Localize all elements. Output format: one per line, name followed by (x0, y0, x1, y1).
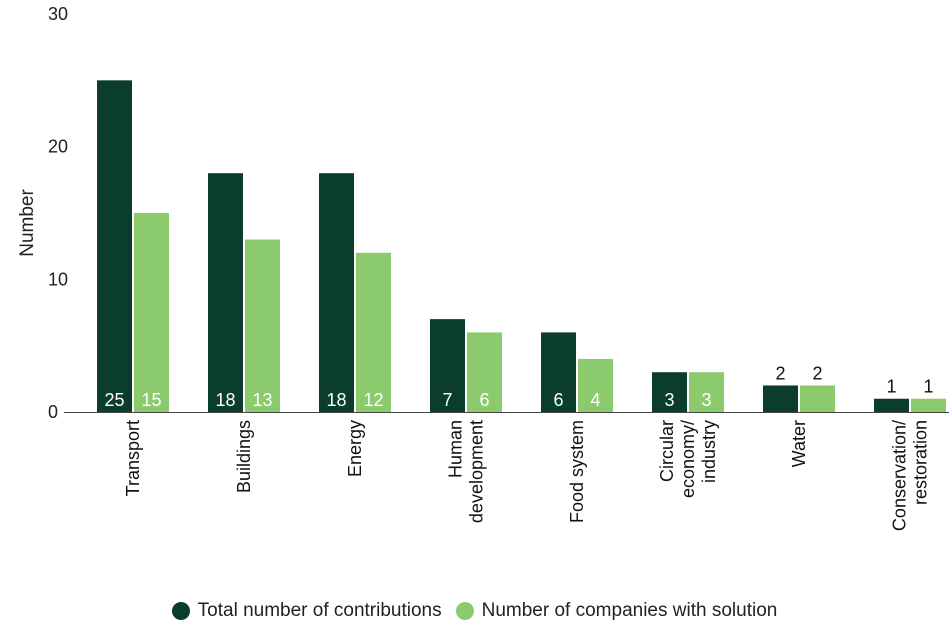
bar (652, 372, 687, 412)
bar-value-label: 1 (923, 377, 933, 397)
x-category-label-line: Energy (345, 420, 365, 477)
bar (208, 173, 243, 412)
x-category-label: Energy (345, 420, 365, 477)
bar-value-label: 6 (553, 390, 563, 410)
bar-value-label: 7 (442, 390, 452, 410)
y-axis-ticks: 0 10 20 30 (48, 4, 68, 422)
x-category-label-line: Circular (657, 420, 677, 482)
bar-value-label: 3 (664, 390, 674, 410)
legend-label-companies: Number of companies with solution (481, 600, 778, 621)
legend-swatch-companies (455, 602, 474, 620)
bar-value-label: 18 (326, 390, 346, 410)
y-tick-label: 0 (48, 402, 58, 422)
legend-label-total: Total number of contributions (197, 600, 442, 621)
y-tick-label: 30 (48, 4, 68, 24)
x-category-label: Buildings (234, 420, 254, 493)
bar-value-label: 2 (812, 363, 822, 383)
x-category-label: Water (789, 420, 809, 467)
bar (97, 80, 132, 412)
y-axis-title: Number (17, 189, 38, 257)
bar-value-label: 18 (215, 390, 235, 410)
x-category-label-line: Conservation/ (890, 420, 910, 531)
bar-value-label: 12 (363, 390, 383, 410)
x-category-label: Circular economy/industry (657, 420, 719, 498)
x-category-label-line: Transport (123, 420, 143, 496)
bar (134, 213, 169, 412)
bar-value-label: 13 (252, 390, 272, 410)
x-category-label: Conservation/restoration (890, 420, 931, 531)
x-category-label: Human development (446, 420, 487, 523)
x-category-label-line: Human (446, 420, 466, 478)
bar (578, 358, 613, 412)
x-category-label-line: Water (789, 420, 809, 467)
bar (245, 239, 280, 412)
x-category-label-line: Food system (567, 420, 587, 523)
bar-value-label: 1 (886, 377, 896, 397)
x-axis-labels: Transport Buildings Energy Human development… (123, 420, 931, 531)
bar (541, 332, 576, 412)
legend: Total number of contributions Number of … (0, 596, 949, 626)
bar (319, 173, 354, 412)
bar (874, 398, 909, 412)
bar (430, 319, 465, 412)
y-tick-label: 20 (48, 137, 68, 157)
bar-value-label: 2 (775, 363, 785, 383)
legend-item-total: Total number of contributions (171, 600, 442, 622)
bars: 25 15 18 13 18 12 7 6 6 4 3 3 2 2 1 1 (97, 80, 946, 412)
bar-value-label: 4 (590, 390, 600, 410)
legend-swatch-total (171, 602, 190, 620)
bar (763, 385, 798, 412)
x-category-label-line: restoration (911, 420, 931, 505)
x-category-label-line: development (467, 420, 487, 523)
x-category-label-line: industry (699, 420, 719, 483)
bar-value-label: 6 (479, 390, 489, 410)
bar-value-label: 25 (104, 390, 124, 410)
x-category-label: Food system (567, 420, 587, 523)
x-category-label: Transport (123, 420, 143, 496)
y-tick-label: 10 (48, 269, 68, 289)
x-category-label-line: Buildings (234, 420, 254, 493)
x-category-label-line: economy/ (678, 420, 698, 498)
bar (689, 372, 724, 412)
bar-chart: 0 10 20 30 Number 25 15 18 13 18 12 7 6 6 4 3 3 2 2 1 1 Tr… (17, 4, 949, 531)
bar (467, 332, 502, 412)
bar (911, 398, 946, 412)
bar (356, 252, 391, 412)
bar-value-label: 3 (701, 390, 711, 410)
bar-value-label: 15 (141, 390, 161, 410)
legend-item-companies: Number of companies with solution (455, 600, 778, 622)
bar (800, 385, 835, 412)
